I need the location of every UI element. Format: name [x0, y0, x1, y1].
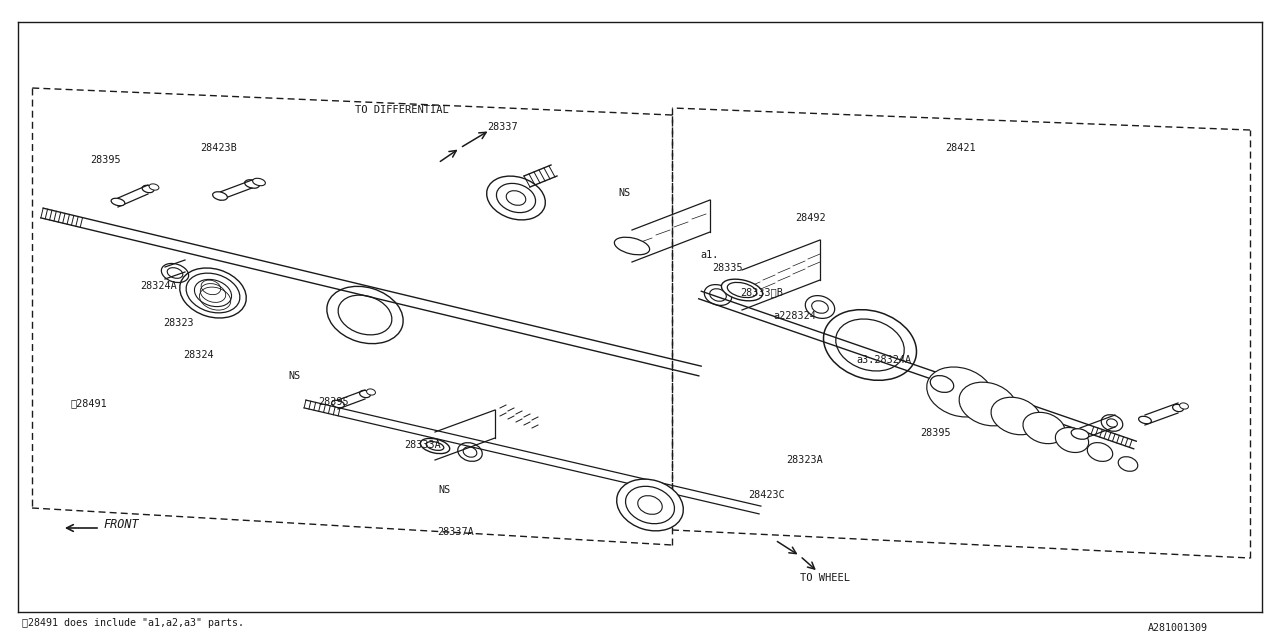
Ellipse shape	[1087, 443, 1112, 461]
Text: 28421: 28421	[945, 143, 975, 153]
Ellipse shape	[617, 479, 684, 531]
Ellipse shape	[927, 367, 993, 417]
Ellipse shape	[332, 400, 344, 408]
Ellipse shape	[614, 237, 650, 255]
Ellipse shape	[959, 382, 1016, 426]
Text: 28395: 28395	[90, 155, 120, 165]
Ellipse shape	[1119, 457, 1138, 471]
Ellipse shape	[1071, 429, 1089, 439]
Ellipse shape	[1180, 403, 1188, 409]
Text: 28395: 28395	[920, 428, 951, 438]
Ellipse shape	[148, 184, 159, 190]
Ellipse shape	[212, 192, 228, 200]
Text: NS: NS	[618, 188, 630, 198]
Text: a3.28324A: a3.28324A	[856, 355, 911, 365]
Text: 28324A: 28324A	[140, 281, 177, 291]
Text: TO WHEEL: TO WHEEL	[800, 573, 850, 583]
Text: a228324: a228324	[773, 311, 815, 321]
Ellipse shape	[1139, 416, 1152, 424]
Text: TO DIFFERENTIAL: TO DIFFERENTIAL	[355, 105, 449, 115]
Ellipse shape	[722, 279, 763, 301]
Ellipse shape	[111, 198, 125, 205]
Ellipse shape	[420, 438, 449, 454]
Text: 28423C: 28423C	[748, 490, 785, 500]
Text: 28395: 28395	[317, 397, 348, 407]
Text: 28324: 28324	[183, 350, 214, 360]
Text: 28333※B: 28333※B	[740, 287, 783, 297]
Text: ※28491: ※28491	[70, 398, 106, 408]
Text: A281001309: A281001309	[1148, 623, 1208, 633]
Ellipse shape	[252, 179, 265, 186]
Text: 28492: 28492	[795, 213, 826, 223]
Text: ※28491 does include "a1,a2,a3" parts.: ※28491 does include "a1,a2,a3" parts.	[22, 618, 244, 628]
Text: 28333A: 28333A	[404, 440, 440, 450]
Text: 28337A: 28337A	[436, 527, 474, 537]
Ellipse shape	[991, 397, 1041, 435]
Text: NS: NS	[288, 371, 301, 381]
Text: 28323: 28323	[163, 318, 193, 328]
Text: NS: NS	[438, 485, 451, 495]
Ellipse shape	[366, 389, 375, 395]
Text: 28423B: 28423B	[200, 143, 237, 153]
Ellipse shape	[1023, 412, 1065, 444]
Ellipse shape	[1056, 428, 1088, 452]
Text: 28335: 28335	[712, 263, 742, 273]
Text: 28323A: 28323A	[786, 455, 823, 465]
Text: a1.: a1.	[700, 250, 718, 260]
Ellipse shape	[179, 268, 246, 318]
Text: 28337: 28337	[486, 122, 517, 132]
Text: FRONT: FRONT	[102, 518, 138, 531]
